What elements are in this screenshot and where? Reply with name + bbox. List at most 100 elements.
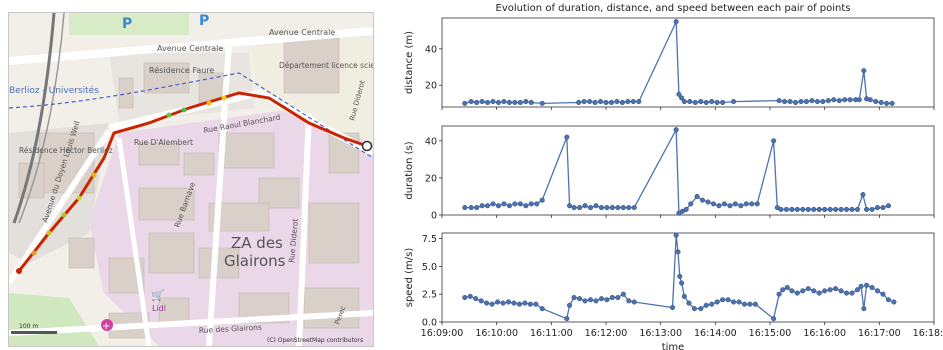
data-point-distance [636,99,642,105]
y-tick-label-duration: 20 [425,173,437,184]
data-point-speed [675,249,681,255]
data-point-duration [479,203,485,209]
data-point-duration [710,201,717,207]
data-point-distance [512,99,518,106]
data-point-distance [803,99,809,105]
data-point-distance [468,99,474,105]
data-point-speed [511,300,517,306]
data-point-duration [716,203,722,209]
data-point-duration [567,203,573,209]
data-point-duration [571,205,577,211]
data-point-speed [858,283,864,289]
data-point-distance [673,19,679,25]
data-point-duration [626,205,632,211]
data-point-speed [620,291,626,297]
x-tick-label: 16:16:00 [803,328,846,339]
data-point-distance [873,99,879,105]
data-point-speed [539,306,545,312]
data-point-distance [861,68,867,74]
label-residence-faure: Résidence Faure [149,65,214,75]
data-point-speed [849,290,855,296]
data-point-distance [776,98,782,104]
data-point-speed [577,296,583,302]
data-point-speed [822,288,828,294]
data-point-distance [474,99,480,106]
x-tick-label: 16:09:00 [421,328,464,339]
data-point-speed [516,301,522,307]
x-tick-label: 16:17:00 [858,328,901,339]
data-point-speed [467,293,473,299]
data-point-duration [874,205,881,211]
data-point-distance [587,99,593,105]
roads [9,27,373,346]
gps-track-points [16,95,227,274]
data-point-duration [501,201,507,207]
label-lidl: Lidl [152,304,166,313]
data-point-duration [771,138,777,144]
data-point-duration [615,205,621,211]
x-tick-label: 16:15:00 [749,328,792,339]
data-point-distance [814,99,820,105]
y-tick-label-duration: 0 [431,211,437,222]
y-tick-label-speed: 2.5 [422,290,437,301]
x-tick-label: 16:18:00 [913,328,943,339]
data-point-duration [523,203,529,209]
data-point-speed [891,299,897,305]
data-point-distance [679,95,685,101]
plot-frame-speed [441,232,935,323]
data-point-speed [462,294,468,301]
data-point-speed [816,290,822,296]
y-axis-label-speed: speed (m/s) [404,248,415,308]
chart-panel: Evolution of duration, distance, and spe… [380,0,943,350]
park-strip [69,13,189,35]
data-point-duration [517,201,523,207]
data-point-distance [889,100,895,106]
map-canvas[interactable]: Avenue Centrale Avenue Centrale Berlioz … [9,13,373,346]
data-point-speed [833,286,839,292]
data-point-speed [827,287,833,293]
data-point-distance [884,100,890,106]
data-point-speed [631,299,637,305]
shop-icon: 🛒 [151,289,165,302]
data-point-distance [506,99,512,106]
data-point-distance [495,99,502,106]
data-point-speed [679,280,685,286]
data-point-distance [630,99,636,105]
data-point-distance [619,99,625,106]
data-point-duration [604,205,610,211]
data-point-duration [534,201,540,207]
data-point-speed [838,288,844,294]
parking-icon: P [122,16,132,32]
data-point-speed [703,302,709,308]
x-axis-label: time [662,342,685,350]
osm-map[interactable]: Avenue Centrale Avenue Centrale Berlioz … [8,12,374,347]
data-point-speed [854,287,861,293]
data-point-distance [462,100,468,106]
data-point-distance [831,97,837,103]
data-point-speed [800,288,806,294]
data-point-speed [880,291,886,297]
data-point-distance [720,99,726,106]
data-point-distance [792,99,799,106]
data-point-speed [725,297,731,303]
data-point-distance [581,99,587,105]
data-point-speed [522,300,528,306]
data-point-speed [698,306,704,312]
data-point-speed [677,273,683,279]
subplot-speed: 0.0 2.5 5.0 7.5 speed (m/s) [404,232,935,329]
data-point-duration [512,201,518,207]
data-point-duration [880,205,886,211]
svg-text:100 m: 100 m [19,323,38,330]
data-point-duration [794,206,800,212]
data-point-duration [468,205,474,211]
data-point-distance [597,99,604,105]
y-axis-label-duration: duration (s) [404,141,415,199]
data-point-duration [490,201,496,207]
data-point-distance [782,99,788,105]
data-point-speed [681,293,687,299]
data-point-duration [860,192,866,198]
label-berlioz-station: Berlioz - Universités [9,85,99,96]
svg-text:P: P [122,16,132,32]
data-point-distance [625,99,631,105]
track-end-marker [361,140,373,152]
